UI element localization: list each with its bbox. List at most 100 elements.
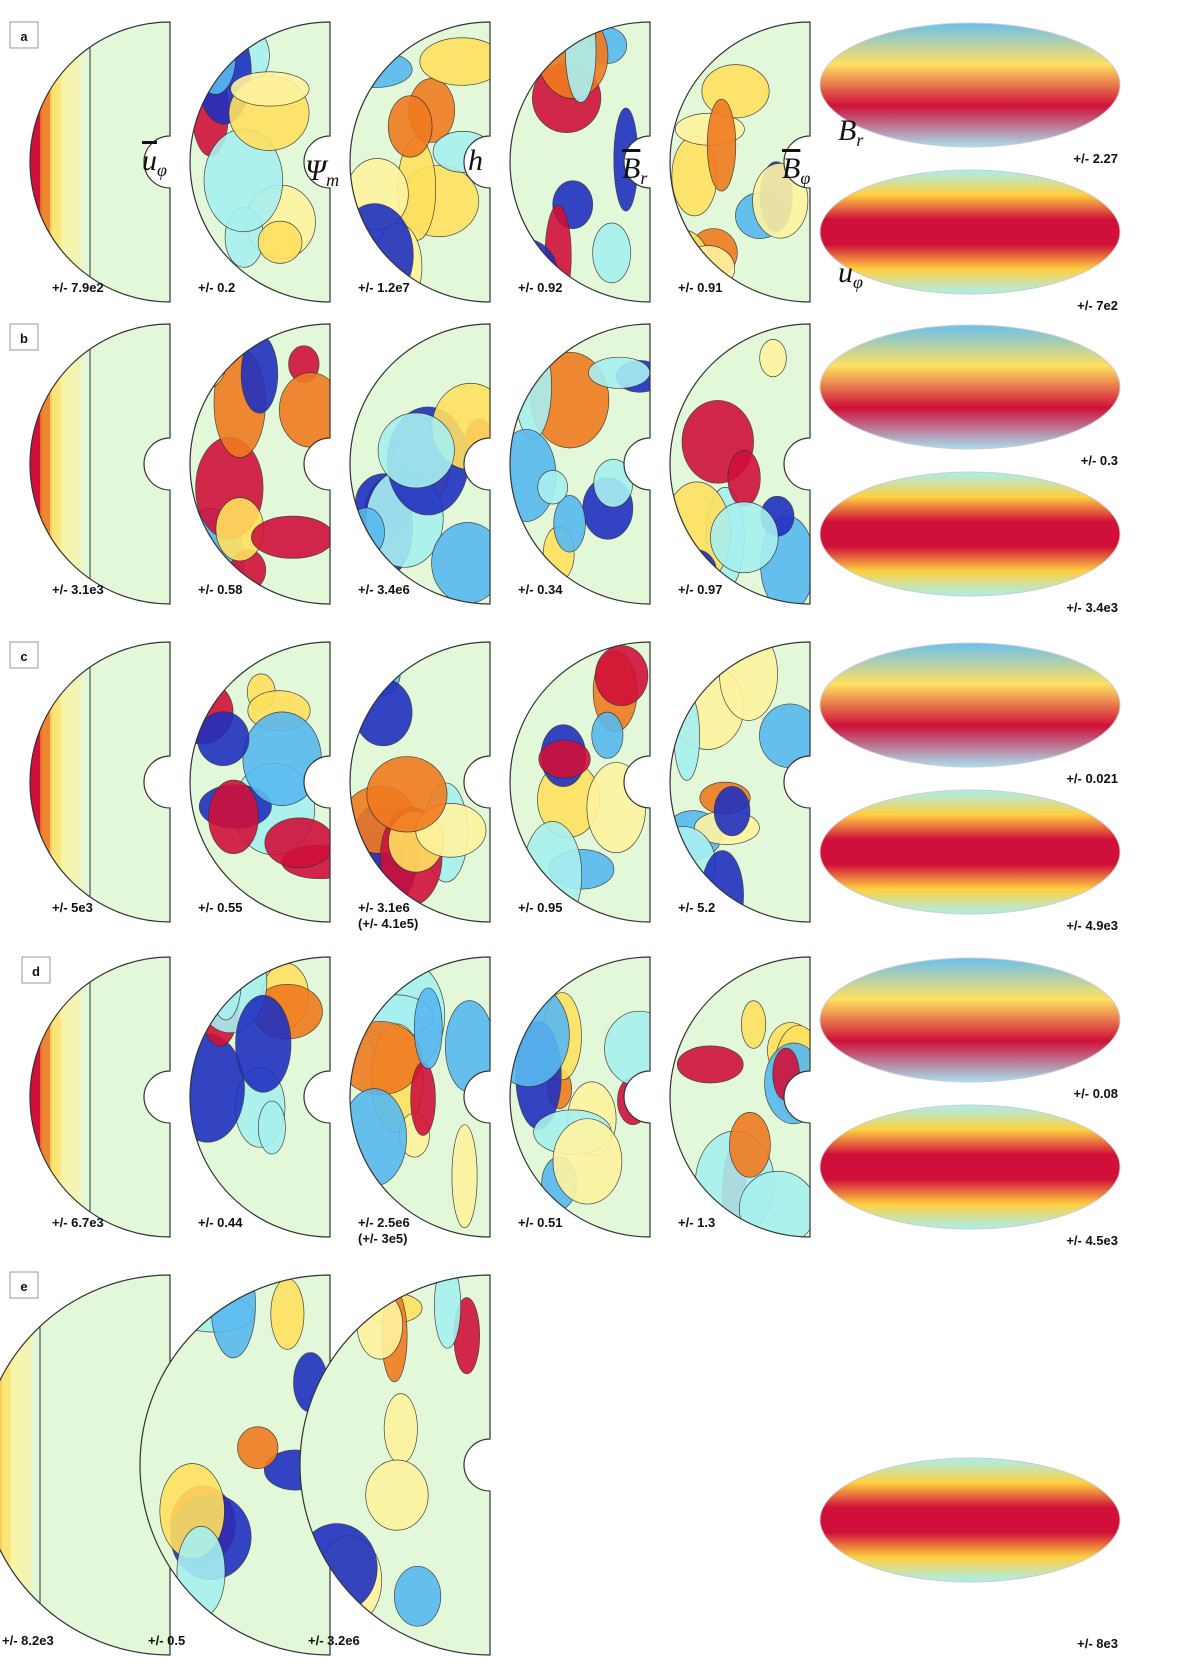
panel-scale: +/- 0.97: [678, 582, 722, 597]
contour-blob: [384, 1394, 417, 1464]
contour-blob: [411, 1062, 436, 1135]
panel-scale: +/- 0.34: [518, 582, 563, 597]
panel-scale: (+/- 3e5): [358, 1231, 408, 1246]
field-symbol: Ψm: [305, 154, 339, 190]
panel-scale: +/- 0.58: [198, 582, 242, 597]
contour-blob: [171, 1034, 245, 1142]
contour-blob: [773, 1048, 800, 1100]
contour-blob: [210, 941, 241, 1020]
contour-blob: [729, 1112, 770, 1177]
contour-blob: [265, 818, 334, 868]
contour-blob: [243, 712, 321, 806]
mollweide-map: [820, 790, 1120, 914]
contour-blob: [539, 740, 590, 778]
contour-blob: [258, 221, 302, 263]
mollweide-map: [820, 472, 1120, 596]
panel-scale: +/- 6.7e3: [52, 1215, 104, 1230]
contour-band: [70, 957, 82, 1237]
contour-blob: [211, 1251, 256, 1358]
contour-blob: [420, 38, 504, 86]
panel: [651, 628, 820, 940]
panel: [663, 324, 814, 612]
map-scale: +/- 2.27: [1074, 151, 1118, 166]
panel: [348, 324, 509, 604]
contour-blob: [241, 335, 278, 413]
contour-blob: [587, 762, 646, 852]
contour-blob: [507, 645, 537, 700]
panel-scale: +/- 3.1e3: [52, 582, 104, 597]
contour-blob: [237, 1427, 278, 1469]
contour-blob: [177, 335, 226, 390]
panel-scale: +/- 0.44: [198, 1215, 243, 1230]
panel: [30, 642, 170, 922]
contour-blob: [342, 1089, 407, 1186]
contour-band: [70, 324, 82, 604]
panel-scale: +/- 5.2: [678, 900, 715, 915]
panel: [177, 324, 342, 615]
panel: [30, 957, 170, 1237]
contour-blob: [279, 373, 342, 447]
contour-band: [70, 22, 82, 302]
contour-blob: [741, 1001, 765, 1049]
contour-blob: [714, 786, 750, 835]
map-scale: +/- 4.9e3: [1066, 918, 1118, 933]
panel-scale: (+/- 4.1e5): [358, 916, 418, 931]
panel-scale: +/- 3.4e6: [358, 582, 410, 597]
contour-blob: [258, 1101, 285, 1154]
mollweide-map: [820, 325, 1120, 449]
row-label: d: [32, 964, 40, 979]
contour-blob: [445, 1001, 493, 1093]
panel-scale: +/- 0.2: [198, 280, 235, 295]
contour-blob: [760, 339, 787, 376]
contour-blob: [672, 333, 701, 384]
contour-blob: [452, 1125, 477, 1228]
panel-scale: +/- 5e3: [52, 900, 93, 915]
contour-blob: [414, 988, 442, 1069]
row-label: b: [20, 331, 28, 346]
contour-blob: [231, 72, 310, 106]
contour-blob: [432, 522, 504, 603]
panel-scale: +/- 2.5e6: [358, 1215, 410, 1230]
mollweide-map: [820, 1105, 1120, 1229]
mollweide-map: [820, 23, 1120, 147]
row-label: a: [20, 29, 28, 44]
panel: [488, 957, 674, 1237]
panel-scale: +/- 3.2e6: [308, 1633, 360, 1648]
contour-blob: [707, 99, 736, 191]
contour-blob: [565, 0, 596, 103]
contour-blob: [434, 1263, 460, 1348]
contour-blob: [605, 1011, 675, 1086]
contour-blob: [701, 851, 743, 941]
contour-blob: [553, 1119, 622, 1204]
panel-scale: +/- 0.95: [518, 900, 562, 915]
contour-blob: [378, 413, 454, 488]
panel-scale: +/- 0.51: [518, 1215, 562, 1230]
contour-blob: [488, 983, 570, 1087]
map-scale: +/- 8e3: [1077, 1636, 1118, 1651]
map-scale: +/- 0.021: [1066, 771, 1118, 786]
row-label: c: [20, 649, 27, 664]
mollweide-map: [820, 643, 1120, 767]
contour-blob: [209, 780, 259, 854]
mollweide-map: [820, 170, 1120, 294]
panel-scale: +/- 0.91: [678, 280, 722, 295]
panel: [171, 930, 330, 1237]
contour-blob: [354, 679, 412, 746]
contour-blob: [677, 1046, 743, 1083]
map-scale: +/- 4.5e3: [1066, 1233, 1118, 1248]
panel-scale: +/- 0.92: [518, 280, 562, 295]
contour-blob: [394, 1566, 440, 1626]
mollweide-map: [820, 958, 1120, 1082]
panel: [497, 324, 664, 604]
contour-blob: [592, 712, 623, 758]
map-scale: +/- 3.4e3: [1066, 600, 1118, 615]
panel: [30, 324, 170, 604]
contour-blob: [433, 131, 493, 172]
contour-blob: [388, 96, 432, 157]
contour-blob: [189, 979, 224, 1012]
contour-blob: [759, 704, 820, 768]
mollweide-map: [820, 1458, 1120, 1582]
contour-blob: [366, 1460, 428, 1530]
panel-scale: +/- 1.3: [678, 1215, 715, 1230]
contour-blob: [554, 496, 586, 553]
